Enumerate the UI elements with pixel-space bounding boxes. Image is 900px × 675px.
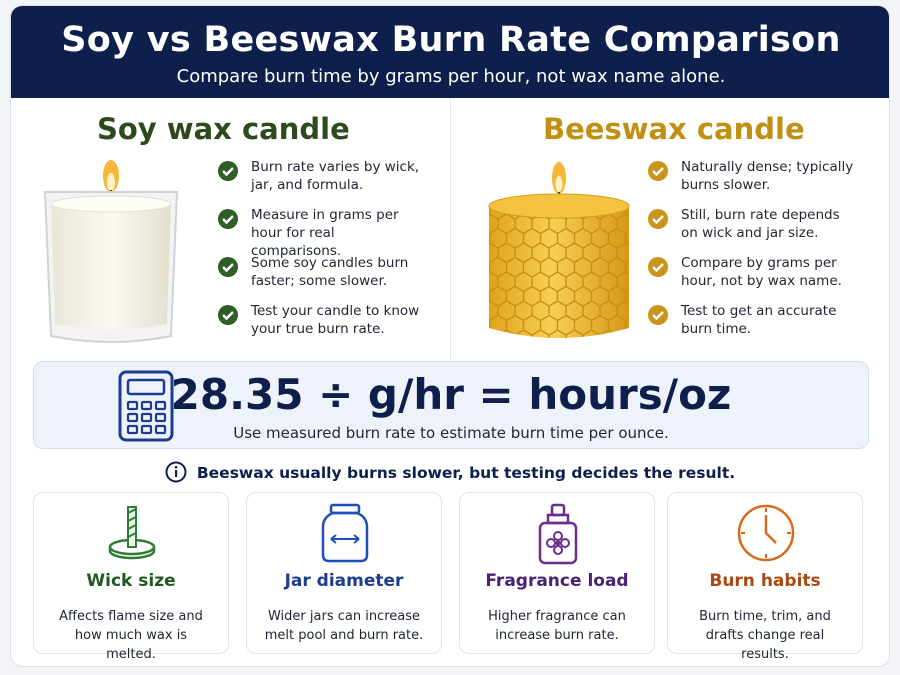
soy-point: Burn rate varies by wick, jar, and formu… xyxy=(217,158,427,206)
beeswax-point: Compare by grams per hour, not by wax na… xyxy=(647,254,857,302)
factor-card: Jar diameter Wider jars can increase mel… xyxy=(246,492,442,654)
wick-icon xyxy=(108,506,156,560)
point-text: Some soy candles burn faster; some slowe… xyxy=(251,255,409,289)
beeswax-point: Still, burn rate depends on wick and jar… xyxy=(647,206,857,254)
point-text: Test your candle to know your true burn … xyxy=(251,303,420,337)
beeswax-title: Beeswax candle xyxy=(543,112,805,146)
factor-title: Burn habits xyxy=(709,571,821,591)
point-text: Naturally dense; typically burns slower. xyxy=(681,159,854,193)
info-icon xyxy=(165,461,187,483)
jar-icon xyxy=(321,503,369,563)
soy-point: Some soy candles burn faster; some slowe… xyxy=(217,254,427,302)
factor-title: Fragrance load xyxy=(485,571,629,591)
soy-column: Soy wax candle Burn rate varies by wick,… xyxy=(11,98,451,360)
calculator-icon xyxy=(118,370,174,442)
factor-card: Wick size Affects flame size and how muc… xyxy=(33,492,229,662)
soy-candle-image xyxy=(43,160,179,343)
point-text: Compare by grams per hour, not by wax na… xyxy=(681,255,842,289)
beeswax-point: Naturally dense; typically burns slower. xyxy=(647,158,857,206)
soy-point: Test your candle to know your true burn … xyxy=(217,302,427,350)
note: Beeswax usually burns slower, but testin… xyxy=(11,461,889,483)
beeswax-candle-image xyxy=(488,162,630,338)
factor-text: Affects flame size and how much wax is m… xyxy=(59,609,203,662)
clock-icon xyxy=(737,504,795,562)
factor-text: Wider jars can increase melt pool and bu… xyxy=(264,609,424,643)
factor-title: Wick size xyxy=(86,571,176,591)
title: Soy vs Beeswax Burn Rate Comparison xyxy=(61,20,841,60)
soy-title: Soy wax candle xyxy=(97,112,350,146)
point-text: Still, burn rate depends on wick and jar… xyxy=(681,207,840,241)
beeswax-column: Beeswax candle Naturally dense; typicall… xyxy=(451,98,889,360)
header: Soy vs Beeswax Burn Rate Comparison Comp… xyxy=(11,6,889,98)
fragrance-icon xyxy=(538,503,578,565)
formula-caption: Use measured burn rate to estimate burn … xyxy=(233,424,669,442)
factor-text: Burn time, trim, and drafts change real … xyxy=(699,609,831,662)
formula-box: 28.35 ÷ g/hr = hours/oz Use measured bur… xyxy=(33,361,869,449)
factor-card: Burn habits Burn time, trim, and drafts … xyxy=(667,492,863,662)
soy-point: Measure in grams per hour for real compa… xyxy=(217,206,427,259)
infographic: Soy vs Beeswax Burn Rate Comparison Comp… xyxy=(10,5,890,667)
formula-equation: 28.35 ÷ g/hr = hours/oz xyxy=(170,370,732,419)
note-text: Beeswax usually burns slower, but testin… xyxy=(196,464,736,482)
point-text: Test to get an accurate burn time. xyxy=(681,303,837,337)
subtitle: Compare burn time by grams per hour, not… xyxy=(176,66,726,87)
factor-title: Jar diameter xyxy=(284,571,404,591)
point-text: Burn rate varies by wick, jar, and formu… xyxy=(251,159,420,193)
factor-card: Fragrance load Higher fragrance can incr… xyxy=(459,492,655,654)
beeswax-point: Test to get an accurate burn time. xyxy=(647,302,857,350)
factor-text: Higher fragrance can increase burn rate. xyxy=(488,609,626,643)
point-text: Measure in grams per hour for real compa… xyxy=(251,207,399,259)
